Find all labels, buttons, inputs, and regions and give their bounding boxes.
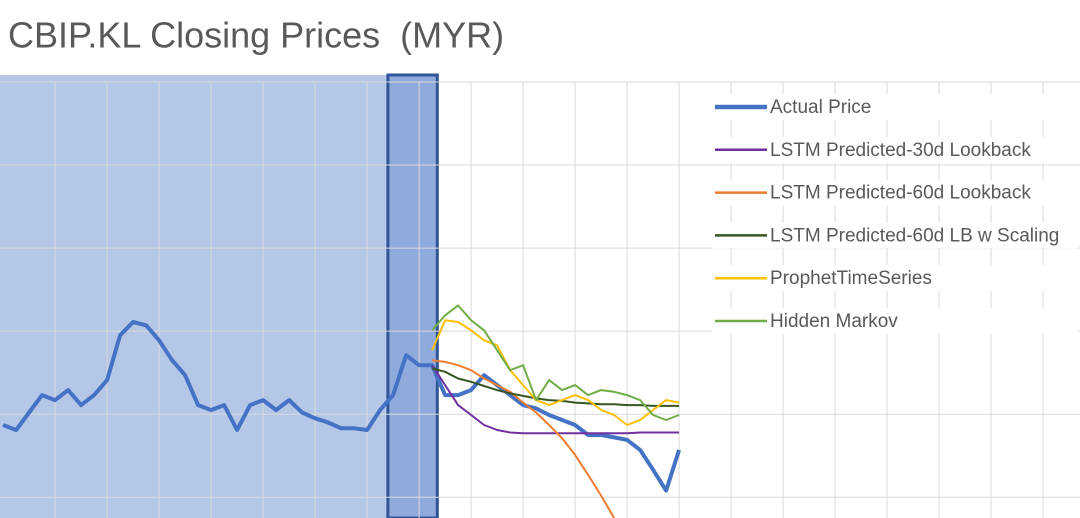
highlight-span bbox=[0, 75, 438, 518]
legend-label: LSTM Predicted-30d Lookback bbox=[770, 140, 1031, 161]
legend-background bbox=[712, 94, 1078, 120]
legend-background bbox=[712, 179, 1078, 206]
legend-label: Hidden Markov bbox=[770, 311, 898, 332]
series-line bbox=[431, 367, 680, 407]
series-line bbox=[2, 320, 682, 493]
highlight-span bbox=[386, 73, 439, 518]
series-line bbox=[431, 319, 680, 426]
series-line bbox=[431, 304, 680, 421]
series-line bbox=[431, 359, 615, 518]
legend-background bbox=[712, 308, 1078, 334]
legend-label: Actual Price bbox=[770, 97, 871, 118]
legend-label: LSTM Predicted-60d Lookback bbox=[770, 183, 1031, 204]
legend-background bbox=[712, 265, 1078, 292]
legend-label: ProphetTimeSeries bbox=[770, 268, 932, 289]
legend-label: LSTM Predicted-60d LB w Scaling bbox=[770, 225, 1059, 246]
chart-title: CBIP.KL Closing Prices (MYR) bbox=[8, 15, 504, 56]
series-line bbox=[431, 364, 680, 435]
legend-background bbox=[712, 136, 1078, 163]
legend-background bbox=[712, 222, 1078, 249]
